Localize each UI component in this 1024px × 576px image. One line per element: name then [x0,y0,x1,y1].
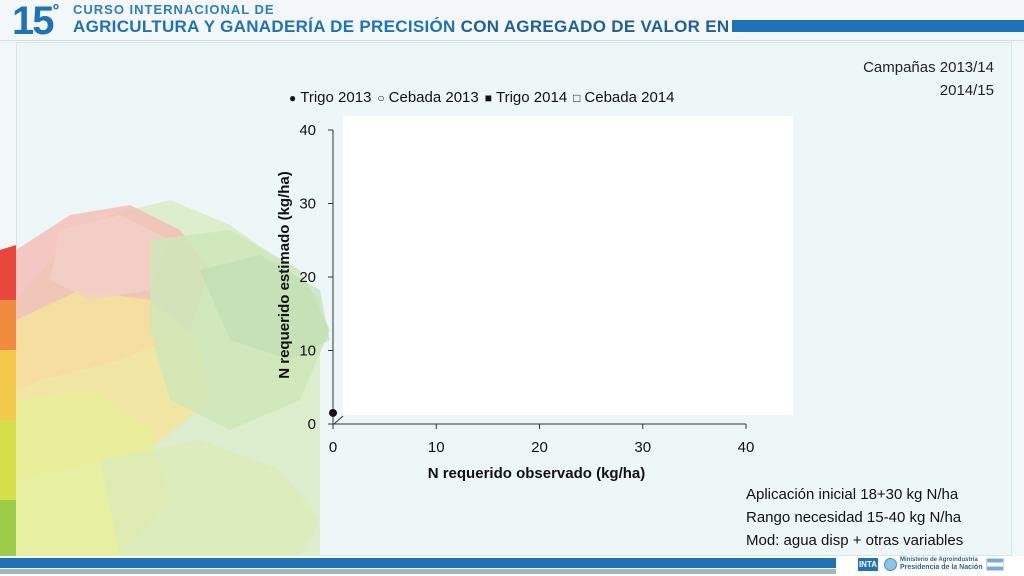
course-ordinal: º [53,2,59,19]
y-tick-labels: 0 10 20 30 40 [299,122,333,433]
y-axis-title: N requerido estimado (kg/ha) [276,171,293,379]
campaign-line-1: Campañas 2013/14 [863,59,994,76]
course-number: 15 [12,0,54,43]
x-tick-label: 20 [531,439,548,456]
presidency-name: Presidencia de la Nación [900,564,983,571]
application-line-3: Mod: agua disp + otras variables [746,532,964,549]
y-tick-label: 20 [299,269,316,286]
filled-square-icon: ■ [484,91,492,105]
data-point [329,408,337,417]
header-divider [0,40,1024,41]
course-title-line1: CURSO INTERNACIONAL DE [73,2,275,17]
x-tick-labels: 0 10 20 30 40 [329,424,755,456]
x-axis-title: N requerido observado (kg/ha) [428,465,646,482]
y-tick-label: 30 [299,196,316,213]
legend-label: Trigo 2014 [496,89,568,106]
application-note: Aplicación inicial 18+30 kg N/ha Rango n… [746,483,963,552]
legend-label: Trigo 2013 [300,89,372,106]
axis-break-mark [333,415,344,425]
legend-label: Cebada 2014 [584,89,675,106]
x-tick-label: 10 [428,439,445,456]
application-line-1: Aplicación inicial 18+30 kg N/ha [746,486,959,503]
course-title-line2: AGRICULTURA Y GANADERÍA DE PRECISIÓN CON… [73,17,803,37]
footer-blue-bar [0,558,836,568]
y-tick-label: 0 [308,416,316,433]
x-tick-label: 40 [738,439,755,456]
filled-circle-icon: ● [289,91,297,105]
legend-entry: ○ Cebada 2013 [377,89,478,106]
header-banner: 15 º CURSO INTERNACIONAL DE AGRICULTURA … [0,0,1024,43]
plot-area [343,116,793,415]
course-title-part2: CON AGREGADO DE VALOR EN ORIGEN [460,17,804,36]
legend-entry: □ Cebada 2014 [573,89,674,106]
inta-logo: INTA [858,558,878,571]
ministry-name: Ministerio de Agroindustria [900,557,978,563]
campaign-note: Campañas 2013/14 2014/15 [826,56,994,102]
argentina-flag-icon [986,558,1004,571]
chart-legend: ● Trigo 2013 ○ Cebada 2013 ■ Trigo 2014 □ Cebad… [289,88,681,108]
open-circle-icon: ○ [377,91,385,105]
application-line-2: Rango necesidad 15-40 kg N/ha [746,509,962,526]
open-square-icon: □ [573,91,581,105]
legend-entry: ■ Trigo 2014 [485,89,567,106]
x-tick-label: 0 [329,439,337,456]
x-tick-label: 30 [634,439,651,456]
campaign-line-2: 2014/15 [939,82,994,99]
footer-gray-bar [0,569,836,574]
sun-emblem-icon [884,558,897,571]
data-points [329,408,337,417]
course-title-part1: AGRICULTURA Y GANADERÍA DE PRECISIÓN [73,17,456,36]
legend-label: Cebada 2013 [388,89,479,106]
header-accent-bar [732,20,1024,32]
y-tick-label: 40 [299,122,316,139]
y-tick-label: 10 [299,343,316,360]
legend-entry: ● Trigo 2013 [289,89,371,106]
